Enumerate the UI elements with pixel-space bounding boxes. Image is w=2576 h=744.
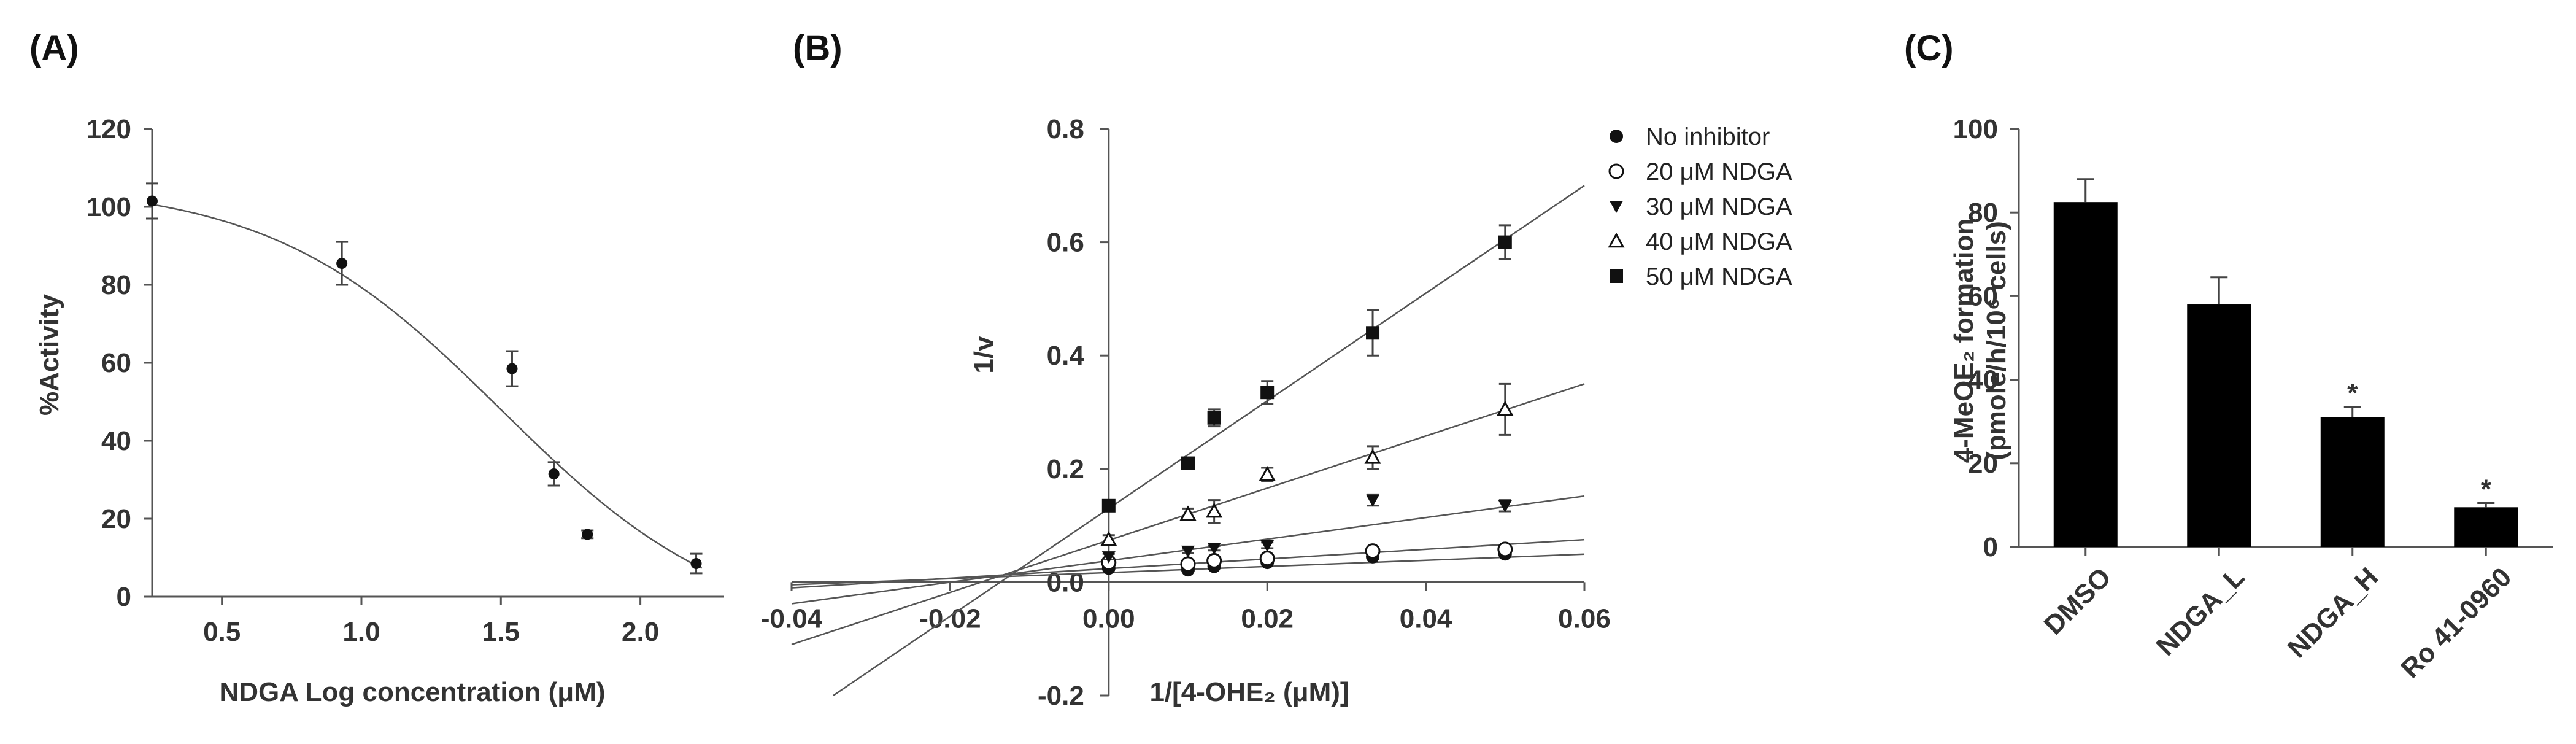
panel-c-y-tick-label: 100 [1953, 114, 1998, 144]
panel-a-y-tick-label: 40 [101, 426, 131, 456]
panel-b-x-tick-label: 0.02 [1241, 603, 1294, 634]
panel-c-label: (C) [1904, 28, 1954, 68]
panel-b-legend-marker [1610, 130, 1623, 143]
panel-a-data-point [336, 258, 348, 269]
panel-c-x-tick-label: DMSO [2038, 562, 2117, 640]
panel-b: (B) -0.20.00.20.40.60.8-0.04 -0.02 0.00 0.0… [761, 28, 1792, 711]
panel-c-y-axis-title-line2: (pmole/h/10⁶ cells) [1981, 221, 2011, 460]
panel-b-legend-label: No inhibitor [1646, 123, 1770, 150]
panel-a-x-axis-title: NDGA Log concentration (μM) [219, 677, 605, 707]
panel-b-label: (B) [793, 28, 843, 68]
panel-b-legend-label: 20 μM NDGA [1646, 158, 1792, 185]
panel-a-fit-curve [152, 203, 703, 569]
panel-b-data-point [1206, 502, 1223, 518]
panel-a-data-point [690, 558, 702, 570]
panel-a: (A) 0 20 40 60 80 100 120 0.5 1.0 1.5 2.0 NDGA Log… [29, 28, 724, 707]
panel-b-data-point [1259, 551, 1275, 567]
panel-b-regression-line [833, 185, 1585, 697]
panel-b-x-tick-label: 0.00 [1082, 603, 1135, 634]
panel-a-y-tick-label: 120 [87, 114, 131, 144]
panel-b-legend-marker [1608, 232, 1625, 248]
panel-a-data-point [506, 363, 518, 374]
panel-c-x-tick-label: NDGA_L [2151, 562, 2251, 662]
panel-a-data-point [548, 468, 560, 479]
panel-b-legend-label: 50 μM NDGA [1646, 263, 1792, 290]
panel-b-y-tick-label: -0.2 [1038, 681, 1084, 711]
panel-b-data-point [1260, 540, 1275, 552]
panel-b-data-point [1207, 543, 1221, 556]
panel-b-data-point [1181, 545, 1195, 558]
panel-b-data-point [1101, 498, 1116, 513]
panel-c: (C) 0 20 40 60 80 100 DMSO NDGA_L * NDGA_H * Ro 41-… [1904, 28, 2553, 684]
panel-b-y-tick-label: 0.8 [1047, 114, 1084, 144]
panel-b-x-tick-label: -0.02 [919, 603, 981, 634]
panel-b-legend-marker [1610, 201, 1623, 213]
panel-c-significance-marker: * [2481, 474, 2492, 504]
panel-c-y-tick-label: 0 [1983, 532, 1998, 562]
panel-b-data-point [1497, 541, 1513, 557]
panel-b-data-point [1207, 411, 1221, 425]
panel-c-bar [2454, 507, 2518, 547]
panel-b-data-point [1260, 386, 1275, 400]
panel-b-data-point [1498, 235, 1512, 249]
panel-b-y-tick-label: 0.6 [1047, 228, 1084, 258]
panel-c-x-tick-label: Ro 41-0960 [2395, 562, 2517, 684]
panel-b-x-axis-title: 1/[4-OHE₂ (μM)] [1149, 677, 1349, 707]
panel-b-data-point [1498, 500, 1512, 513]
panel-a-y-tick-label: 20 [101, 504, 131, 534]
panel-c-y-tick-label: 20 [1968, 449, 1998, 479]
panel-b-plot-area: -0.20.00.20.40.60.8-0.04 -0.02 0.00 0.02 0.0… [761, 114, 1611, 711]
panel-c-significance-marker: * [2347, 378, 2358, 408]
panel-a-x-tick-label: 0.5 [203, 617, 241, 647]
panel-b-y-axis-title: 1/v [969, 336, 999, 374]
panel-c-bar [2187, 304, 2251, 547]
panel-a-plot-area: 0 20 40 60 80 100 120 0.5 1.0 1.5 2.0 [87, 114, 724, 647]
panel-b-data-point [1365, 543, 1381, 559]
panel-b-data-point [1497, 400, 1514, 416]
panel-b-data-point [1364, 449, 1381, 464]
panel-b-data-point [1180, 556, 1196, 572]
panel-b-legend-marker [1610, 269, 1623, 283]
panel-b-x-tick-label: 0.04 [1400, 603, 1452, 634]
panel-c-y-tick-label: 80 [1968, 198, 1998, 228]
panel-b-data-point [1101, 551, 1116, 564]
panel-b-legend-label: 30 μM NDGA [1646, 193, 1792, 220]
panel-c-plot-area: 0 20 40 60 80 100 DMSO NDGA_L * NDGA_H * Ro 41-0960 [1953, 114, 2553, 684]
panel-b-data-point [1100, 531, 1117, 546]
panel-b-data-point [1366, 326, 1380, 340]
panel-a-y-tick-label: 60 [101, 348, 131, 378]
panel-c-y-axis-title-line1: 4-MeOE₂ formation [1949, 219, 1979, 463]
panel-a-y-axis-title: %Activity [34, 293, 64, 416]
panel-b-x-tick-label: -0.04 [761, 603, 823, 634]
panel-b-data-point [1366, 494, 1380, 507]
panel-b-x-tick-label: 0.06 [1558, 603, 1611, 634]
panel-b-y-tick-label: 0.2 [1047, 454, 1084, 484]
panel-a-data-point [582, 529, 593, 540]
panel-c-bar [2320, 417, 2385, 547]
panel-a-x-tick-label: 2.0 [622, 617, 659, 647]
panel-b-y-tick-label: 0.4 [1047, 341, 1085, 371]
panel-c-y-tick-label: 40 [1968, 365, 1998, 395]
panel-a-x-tick-label: 1.0 [342, 617, 380, 647]
panel-c-x-tick-label: NDGA_H [2282, 562, 2384, 664]
panel-b-data-point [1181, 456, 1195, 470]
panel-b-data-point [1259, 465, 1276, 481]
panel-b-data-point [1206, 552, 1222, 568]
panel-c-y-tick-label: 60 [1968, 281, 1998, 311]
panel-a-x-tick-label: 1.5 [482, 617, 520, 647]
panel-b-legend: No inhibitor 20 μM NDGA 30 μM NDGA 40 μM ND… [1608, 123, 1792, 290]
panel-b-data-point [1179, 505, 1197, 521]
panel-c-bar [2053, 202, 2118, 547]
panel-b-legend-marker [1608, 163, 1624, 179]
panel-b-legend-label: 40 μM NDGA [1646, 228, 1792, 255]
panel-a-data-point [147, 195, 158, 207]
panel-a-y-tick-label: 100 [87, 192, 131, 222]
panel-a-y-tick-label: 80 [101, 270, 131, 300]
panel-a-y-tick-label: 0 [117, 582, 131, 612]
panel-a-label: (A) [29, 28, 79, 68]
